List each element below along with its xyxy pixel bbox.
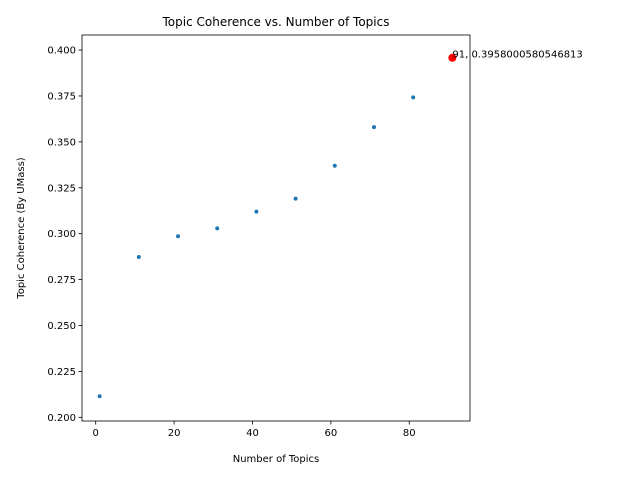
- data-point: [215, 226, 220, 231]
- y-tick-label: 0.325: [47, 183, 76, 194]
- y-tick-label: 0.350: [47, 137, 76, 148]
- y-tick-label: 0.300: [47, 229, 76, 240]
- y-axis-label: Topic Coherence (By UMass): [16, 157, 27, 299]
- y-tick-label: 0.225: [47, 367, 76, 378]
- x-axis-label: Number of Topics: [233, 454, 320, 465]
- x-tick-label: 0: [93, 428, 99, 439]
- y-tick-label: 0.400: [47, 46, 76, 57]
- x-tick-label: 20: [168, 428, 181, 439]
- data-point: [332, 163, 337, 168]
- highlight-point: [448, 53, 457, 62]
- highlight-annotation: 91, 0.3958000580546813: [452, 49, 582, 60]
- y-axis: 0.200 0.225 0.250 0.275 0.300 0.325 0.350 0.375…: [47, 46, 82, 424]
- y-tick-label: 0.250: [47, 321, 76, 332]
- x-tick-label: 60: [325, 428, 338, 439]
- data-point: [293, 196, 298, 201]
- x-tick-label: 80: [403, 428, 416, 439]
- chart-title: Topic Coherence vs. Number of Topics: [162, 15, 390, 29]
- axes-frame: [81, 34, 471, 422]
- x-axis: 0 20 40 60 80: [93, 421, 416, 439]
- data-point: [254, 209, 259, 214]
- y-tick-label: 0.375: [47, 91, 76, 102]
- data-point: [411, 95, 416, 100]
- data-point: [136, 255, 141, 260]
- data-point: [371, 125, 376, 130]
- x-tick-label: 40: [246, 428, 259, 439]
- data-point: [176, 234, 181, 239]
- y-tick-label: 0.275: [47, 275, 76, 286]
- plot-area: 91, 0.3958000580546813: [97, 49, 583, 399]
- data-point: [97, 394, 102, 399]
- y-tick-label: 0.200: [47, 413, 76, 424]
